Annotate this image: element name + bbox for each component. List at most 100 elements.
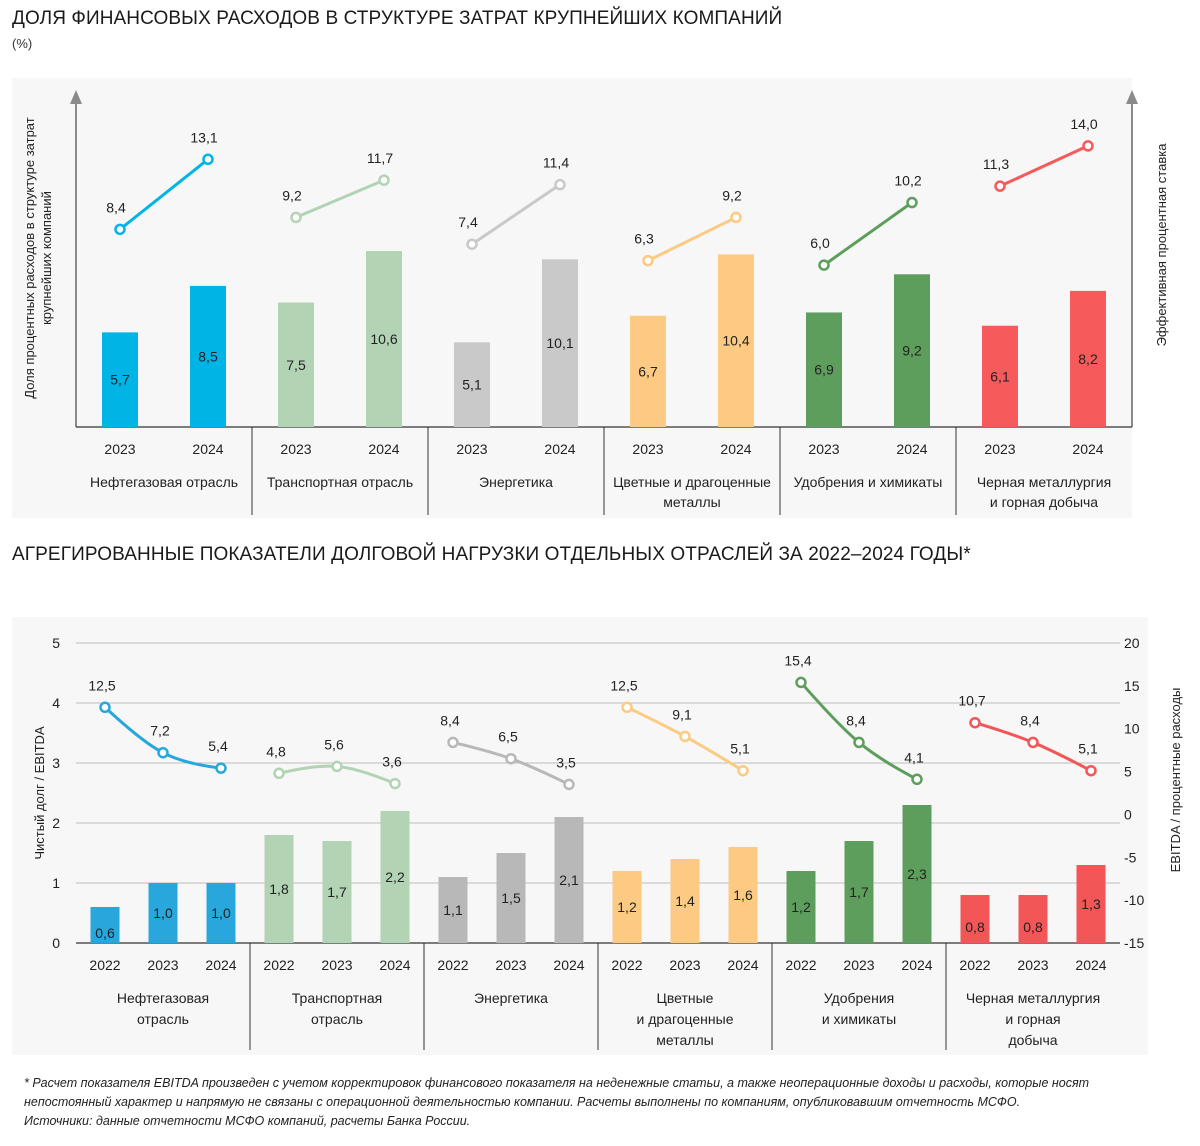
chart2-line-point — [331, 760, 343, 773]
chart2-line-point — [679, 730, 691, 743]
chart2-line-label: 12,5 — [88, 677, 115, 693]
chart1-series-line — [119, 158, 209, 231]
chart2-year-label: 2023 — [321, 957, 352, 973]
chart2-category-label: металлы — [656, 1032, 713, 1048]
chart1-year-label: 2024 — [896, 441, 927, 457]
chart1-bar-label: 5,7 — [110, 372, 130, 388]
footnote: * Расчет показателя EBITDA произведен с … — [24, 1074, 1189, 1131]
chart2-line-label: 8,4 — [1020, 712, 1040, 728]
chart1-line-label: 8,4 — [106, 199, 126, 215]
chart2-category-label: и химикаты — [822, 1011, 896, 1027]
chart1-year-label: 2024 — [1072, 441, 1103, 457]
chart1-series-line — [295, 178, 385, 219]
chart2-line-point — [1027, 736, 1039, 749]
chart2-bar-label: 1,8 — [269, 881, 289, 897]
chart2-year-label: 2024 — [901, 957, 932, 973]
chart1-bar — [982, 325, 1018, 427]
chart1-category-label: металлы — [663, 494, 720, 510]
chart2-ytick-left: 2 — [52, 815, 60, 831]
chart1-line-label: 14,0 — [1070, 116, 1097, 132]
chart2-bar-label: 1,7 — [849, 884, 869, 900]
chart1-line-point — [202, 153, 214, 166]
chart2-bar — [380, 811, 410, 943]
chart2-bar-label: 1,0 — [211, 905, 231, 921]
chart1-category-label: Черная металлургия — [977, 474, 1111, 490]
chart2-line-label: 5,4 — [208, 738, 228, 754]
chart2-bar-label: 1,3 — [1081, 896, 1101, 912]
chart1-title: Доля финансовых расходов в структуре зат… — [12, 8, 783, 29]
chart2-line-point — [911, 773, 923, 786]
chart1-bar — [102, 332, 138, 427]
chart2-ytick-right: -5 — [1124, 849, 1137, 865]
chart2-year-label: 2022 — [263, 957, 294, 973]
chart2-line-label: 3,5 — [556, 754, 576, 770]
chart1-unit: (%) — [12, 36, 33, 51]
chart1-year-label: 2024 — [368, 441, 399, 457]
chart2-bar-label: 1,0 — [153, 905, 173, 921]
chart2-bar-label: 2,2 — [385, 869, 405, 885]
chart2-line-label: 4,8 — [266, 743, 286, 759]
chart2-line-point — [273, 767, 285, 780]
chart2-line-label: 15,4 — [784, 652, 811, 668]
chart2-line-point — [99, 701, 111, 714]
chart2-ytick-left: 4 — [52, 695, 60, 711]
chart2-bar-label: 1,5 — [501, 890, 521, 906]
chart1-bar — [718, 254, 754, 427]
chart2-category-label: Транспортная — [292, 990, 382, 1006]
chart1-bar-label: 6,1 — [990, 368, 1010, 384]
chart2-ylabel-left: Чистый долг / EBITDA — [32, 726, 47, 860]
chart2-ytick-left: 0 — [52, 935, 60, 951]
footnote-line-2: непостоянный характер и напрямую не связ… — [24, 1095, 1021, 1109]
chart1-line-label: 9,2 — [282, 187, 302, 203]
chart2-bar — [902, 805, 932, 943]
chart1-line-point — [994, 180, 1006, 192]
chart1-bar-label: 9,2 — [902, 343, 922, 359]
chart1-bar — [190, 285, 226, 427]
chart1-line-point — [730, 211, 742, 224]
chart1-bar-label: 8,2 — [1078, 351, 1098, 367]
chart1-bar — [366, 251, 402, 427]
chart1-year-label: 2023 — [632, 441, 663, 457]
chart2-category-label: Черная металлургия — [966, 990, 1100, 1006]
chart1-bar-label: 10,1 — [546, 335, 573, 351]
chart2-line-point — [737, 764, 749, 777]
chart2-bar-label: 2,1 — [559, 872, 579, 888]
chart2-bar-label: 0,8 — [1023, 919, 1043, 935]
chart2-bar-label: 0,6 — [95, 925, 115, 941]
chart2-category-label: и драгоценные — [637, 1011, 734, 1027]
chart2-svg: 0 1 2 3 4 5 -15 -10 -5 0 5 10 15 20 Чистый долг / EBIT… — [32, 635, 1183, 1050]
chart2-year-label: 2022 — [785, 957, 816, 973]
chart2-line-label: 8,4 — [440, 712, 460, 728]
chart1-year-label: 2023 — [280, 441, 311, 457]
chart2-line-label: 5,6 — [324, 736, 344, 752]
chart2-bar — [844, 841, 874, 943]
chart2-year-label: 2022 — [437, 957, 468, 973]
chart2-line-label: 6,5 — [498, 729, 518, 745]
chart2-bar — [1076, 865, 1106, 943]
chart2-category-label: и горная — [1005, 1011, 1060, 1027]
chart2-bar — [960, 895, 990, 943]
chart2-bar — [90, 907, 120, 943]
chart1-year-label: 2024 — [192, 441, 223, 457]
chart1-line-label: 6,0 — [810, 235, 830, 251]
chart2-line-point — [1085, 764, 1097, 777]
chart1-bar — [806, 312, 842, 427]
chart2-ytick-right: 5 — [1124, 764, 1132, 780]
chart1-year-label: 2023 — [808, 441, 839, 457]
chart1-line-point — [378, 174, 390, 186]
chart1-bar — [454, 342, 490, 427]
chart1-line-label: 11,7 — [367, 150, 393, 166]
chart1-left-axis-arrow — [70, 90, 82, 104]
chart2-ytick-left: 1 — [52, 875, 60, 891]
chart1-bar — [542, 259, 578, 427]
chart1-line-point — [114, 223, 126, 236]
chart2-line-point — [215, 762, 227, 774]
chart2-line-label: 7,2 — [150, 723, 170, 739]
chart2-bar-label: 1,6 — [733, 887, 753, 903]
chart2-line-point — [969, 716, 981, 729]
chart1-bar-label: 10,4 — [722, 333, 749, 349]
chart2-bar-label: 1,2 — [791, 899, 811, 915]
chart2-ytick-right: 15 — [1124, 678, 1140, 694]
chart2-bar — [612, 871, 642, 943]
chart2-line-point — [447, 736, 459, 749]
